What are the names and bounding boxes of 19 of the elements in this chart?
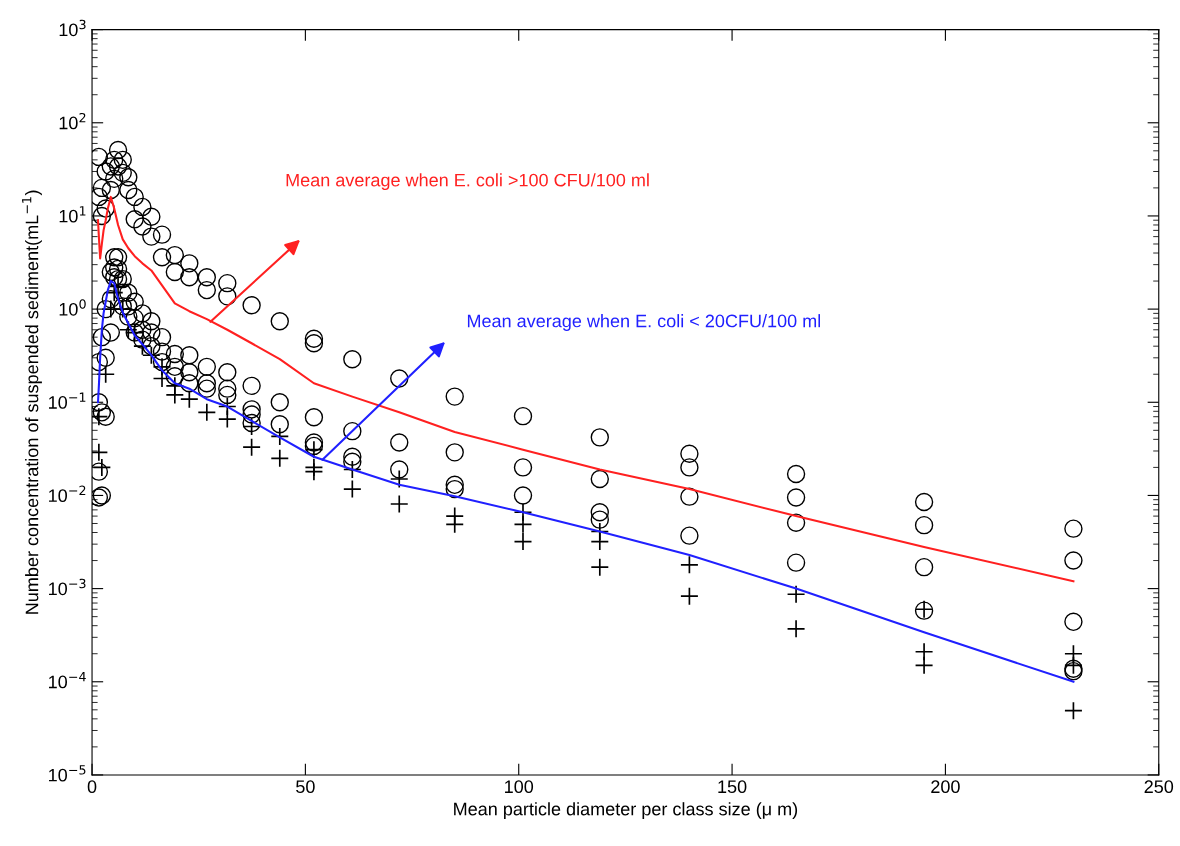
x-tick-label: 100	[505, 780, 534, 794]
x-tick-label: 250	[1144, 780, 1174, 794]
y-tick-label: 10$^{−5}$	[49, 765, 86, 782]
y-tick-label: 10$^{2}$	[59, 112, 86, 130]
y-tick-label: 10$^{0}$	[59, 299, 86, 316]
x-tick-label: 50	[296, 780, 315, 794]
x-tick-label: 200	[931, 780, 960, 794]
x-axis-title: Mean particle diameter per class size (μ m)	[454, 802, 798, 820]
y-tick-label: 10$^{1}$	[59, 206, 86, 223]
annotation: Mean average when E. coli >100 CFU/100 ml	[286, 173, 649, 191]
y-tick-label: 10$^{−1}$	[49, 392, 86, 409]
y-tick-label: 10$^{3}$	[59, 19, 86, 37]
y-tick-label: 10$^{−2}$	[49, 485, 86, 503]
y-tick-label: 10$^{−3}$	[49, 578, 86, 596]
y-axis-title: Number concentration of suspended sediment(mL$^{−1}$)	[22, 190, 42, 614]
annotation: Mean average when E. coli < 20CFU/100 ml	[467, 314, 821, 331]
x-tick-label: 150	[718, 780, 747, 794]
y-tick-label: 10$^{−4}$	[49, 672, 86, 689]
x-tick-label: 0	[87, 780, 97, 794]
